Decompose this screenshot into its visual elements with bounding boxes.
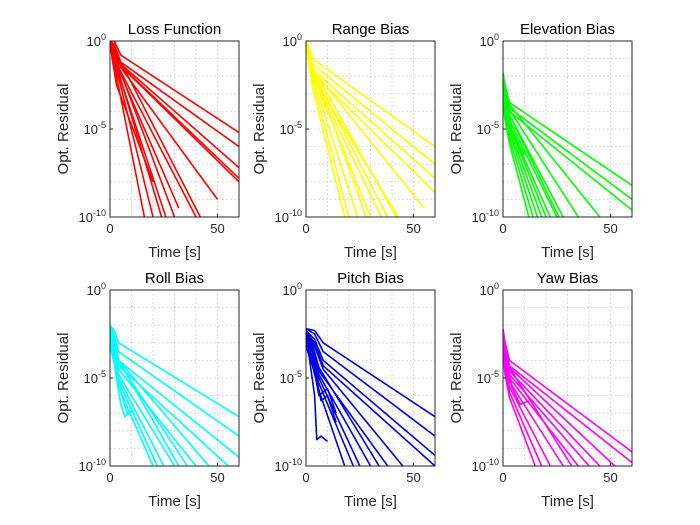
subplot-4: 0 50 100 10-5 10-10 Pitch Bias Time [s] Opt. Re… <box>251 270 436 510</box>
series-line-run-2 <box>306 328 435 437</box>
series-line-run-13 <box>306 44 333 109</box>
series-line-run-13 <box>306 335 337 414</box>
series-line-run-14 <box>110 41 202 217</box>
series-line-run-1 <box>110 324 239 418</box>
x-tick-label: 0 <box>499 221 506 236</box>
x-tick-label: 0 <box>106 470 113 485</box>
y-tick-label: 10-5 <box>477 369 499 386</box>
series-line-run-6 <box>306 333 389 466</box>
subplot-0: 0 50 100 10-5 10-10 Loss Function Time [s] Opt.… <box>55 21 240 261</box>
x-tick-label: 0 <box>499 470 506 485</box>
y-axis-label: Opt. Residual <box>55 84 72 175</box>
y-axis-label: Opt. Residual <box>251 333 268 424</box>
y-tick-label: 10-10 <box>79 457 106 474</box>
series-line-run-10 <box>503 353 537 466</box>
x-axis-label: Time [s] <box>541 244 594 261</box>
y-tick-label: 100 <box>283 281 302 298</box>
subplot-title: Range Bias <box>332 21 410 38</box>
series-line-run-12 <box>503 333 573 466</box>
x-tick-label: 50 <box>603 221 617 236</box>
subplot-5: 0 50 100 10-5 10-10 Yaw Bias Time [s] Opt. Resi… <box>448 270 633 510</box>
subplot-title: Elevation Bias <box>520 21 615 38</box>
x-tick-label: 0 <box>106 221 113 236</box>
series-line-run-15 <box>306 41 346 217</box>
y-tick-label: 100 <box>283 32 302 49</box>
x-tick-label: 50 <box>210 470 224 485</box>
y-tick-label: 100 <box>480 32 499 49</box>
subplot-title: Roll Bias <box>145 270 204 287</box>
x-axis-label: Time [s] <box>148 493 201 510</box>
y-tick-label: 100 <box>480 281 499 298</box>
y-tick-label: 10-5 <box>280 369 302 386</box>
series-line-run-14 <box>306 331 380 466</box>
y-axis-label: Opt. Residual <box>448 84 465 175</box>
y-tick-label: 10-5 <box>84 369 106 386</box>
y-tick-label: 10-5 <box>84 120 106 137</box>
y-tick-label: 10-5 <box>477 120 499 137</box>
subplot-title: Pitch Bias <box>337 270 404 287</box>
series-line-run-8 <box>110 41 176 217</box>
series-line-run-3 <box>306 329 435 457</box>
y-axis-label: Opt. Residual <box>448 333 465 424</box>
x-tick-label: 50 <box>406 221 420 236</box>
series-line-run-14 <box>110 330 210 466</box>
series-line-run-11 <box>110 333 130 418</box>
series-line-run-15 <box>110 41 154 183</box>
x-tick-label: 50 <box>210 221 224 236</box>
y-tick-label: 10-10 <box>472 208 499 225</box>
subplot-1: 0 50 100 10-5 10-10 Range Bias Time [s] Opt. Re… <box>251 21 436 261</box>
y-tick-label: 10-10 <box>275 457 302 474</box>
y-tick-label: 100 <box>87 281 106 298</box>
series-line-run-15 <box>503 77 560 217</box>
y-axis-label: Opt. Residual <box>55 333 72 424</box>
x-tick-label: 50 <box>603 470 617 485</box>
series-line-run-1 <box>306 327 435 418</box>
x-axis-label: Time [s] <box>148 244 201 261</box>
series-line-run-13 <box>503 107 530 217</box>
series-line-run-12 <box>306 333 329 443</box>
subplot-2: 0 50 100 10-5 10-10 Elevation Bias Time [s] Opt… <box>448 21 633 261</box>
y-tick-label: 10-10 <box>79 208 106 225</box>
x-axis-label: Time [s] <box>344 244 397 261</box>
subplot-title: Loss Function <box>128 21 221 38</box>
y-axis-label: Opt. Residual <box>251 84 268 175</box>
series-line-run-10 <box>110 41 163 217</box>
y-tick-label: 10-5 <box>280 120 302 137</box>
x-tick-label: 50 <box>406 470 420 485</box>
x-axis-label: Time [s] <box>344 493 397 510</box>
x-tick-label: 0 <box>302 221 309 236</box>
y-tick-label: 10-10 <box>275 208 302 225</box>
x-axis-label: Time [s] <box>541 493 594 510</box>
y-tick-label: 100 <box>87 32 106 49</box>
series-line-run-5 <box>306 330 404 466</box>
subplot-title: Yaw Bias <box>537 270 598 287</box>
subplot-3: 0 50 100 10-5 10-10 Roll Bias Time [s] Opt. Res… <box>55 270 240 510</box>
y-tick-label: 10-10 <box>472 457 499 474</box>
series-line-run-1 <box>110 41 239 134</box>
series-line-run-2 <box>110 324 239 437</box>
x-tick-label: 0 <box>302 470 309 485</box>
